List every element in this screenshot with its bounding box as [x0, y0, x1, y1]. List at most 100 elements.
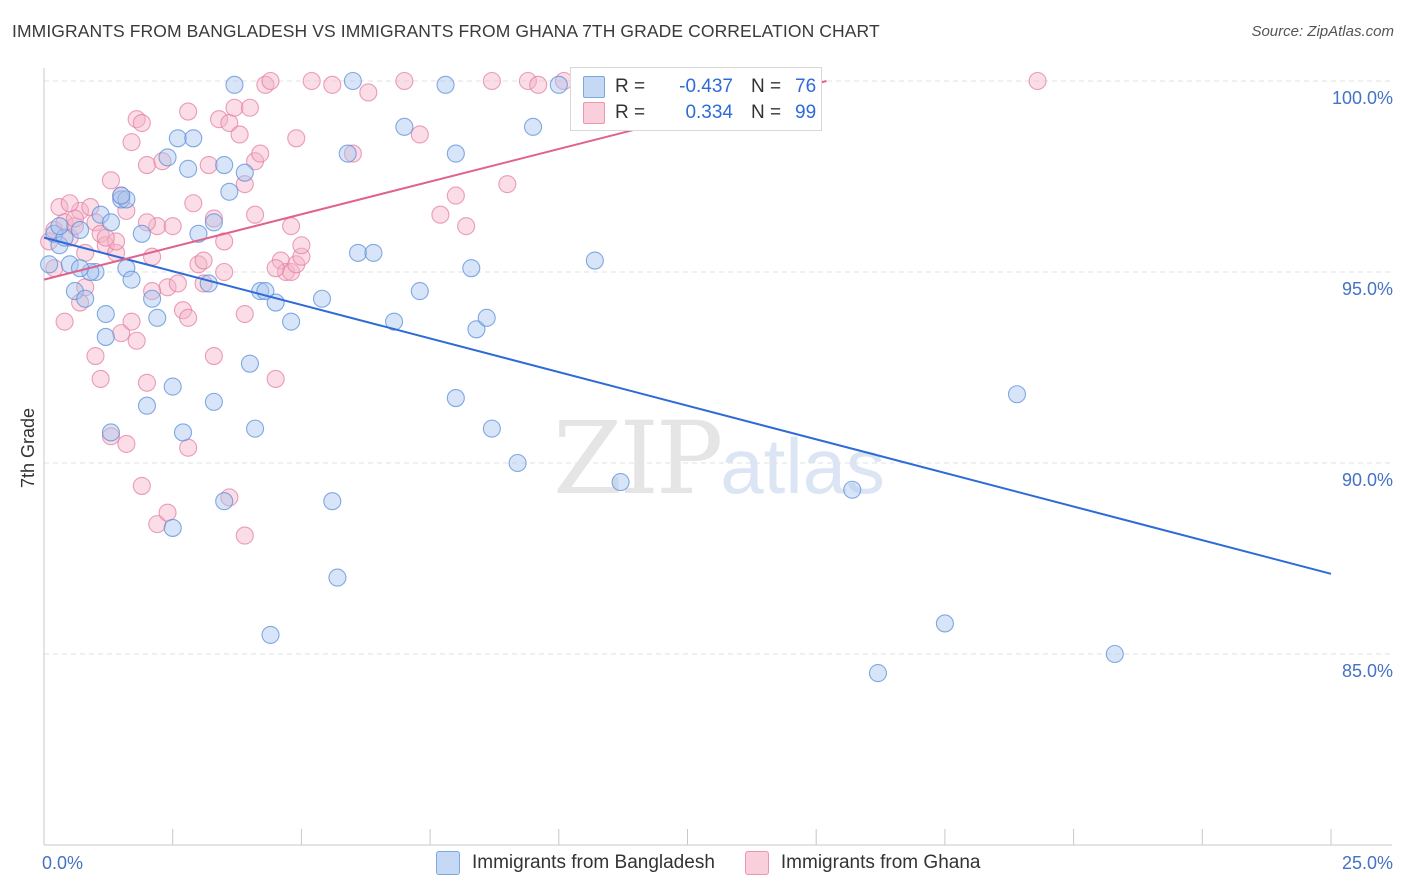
data-point-bangladesh — [199, 274, 218, 293]
data-point-ghana — [148, 217, 167, 236]
data-point-bangladesh — [585, 251, 604, 270]
data-point-ghana — [101, 427, 120, 446]
data-point-ghana — [184, 194, 203, 213]
y-tick-label: 95.0% — [1342, 279, 1393, 299]
data-point-ghana — [60, 194, 79, 213]
data-point-ghana — [457, 217, 476, 236]
data-point-bangladesh — [410, 282, 429, 301]
data-point-bangladesh — [225, 75, 244, 94]
data-point-bangladesh — [220, 182, 239, 201]
data-point-bangladesh — [132, 224, 151, 243]
data-point-ghana — [132, 113, 151, 133]
trend-line-bangladesh — [43, 236, 1332, 575]
legend-r-label: R = — [615, 76, 646, 97]
data-point-ghana — [117, 434, 136, 453]
watermark-zip: ZIP — [553, 400, 723, 517]
data-point-bangladesh — [40, 255, 59, 274]
data-point-bangladesh — [1105, 644, 1124, 664]
correlation-legend: R = -0.437 N = 76 R = 0.334 N = 99 — [570, 67, 822, 131]
legend-r-value: 0.334 — [685, 102, 733, 123]
legend-swatch-bangladesh — [583, 76, 605, 98]
data-point-ghana — [529, 75, 548, 94]
data-point-ghana — [395, 71, 414, 91]
data-point-bangladesh — [462, 259, 481, 278]
data-point-ghana — [287, 129, 306, 148]
data-point-ghana — [446, 186, 465, 205]
data-point-bangladesh — [482, 419, 501, 438]
data-point-bangladesh — [122, 270, 141, 289]
data-point-ghana — [143, 282, 162, 301]
data-point-bangladesh — [148, 308, 167, 327]
data-point-ghana — [55, 312, 74, 331]
chart-title: IMMIGRANTS FROM BANGLADESH VS IMMIGRANTS… — [12, 21, 880, 41]
data-point-bangladesh — [143, 289, 162, 308]
data-point-bangladesh — [323, 492, 342, 511]
data-point-bangladesh — [446, 389, 465, 408]
data-point-ghana — [230, 125, 249, 144]
data-point-bangladesh — [385, 312, 404, 331]
legend-label-ghana: Immigrants from Ghana — [780, 852, 981, 873]
data-point-bangladesh — [50, 217, 69, 236]
data-point-ghana — [91, 369, 110, 389]
data-point-bangladesh — [168, 129, 187, 148]
data-point-ghana — [292, 236, 311, 255]
data-point-ghana — [359, 83, 378, 102]
data-point-bangladesh — [70, 220, 90, 240]
legend-swatch-ghana — [744, 851, 769, 875]
data-point-ghana — [276, 262, 296, 282]
data-point-ghana — [431, 205, 450, 224]
data-point-bangladesh — [112, 186, 131, 205]
data-point-ghana — [302, 71, 321, 91]
data-point-ghana — [266, 369, 285, 389]
legend-swatch-bangladesh — [436, 851, 460, 875]
data-point-ghana — [60, 228, 79, 247]
data-point-bangladesh — [446, 144, 465, 163]
y-axis-title: 7th Grade — [18, 408, 38, 488]
x-tick-label: 25.0% — [1342, 853, 1393, 873]
data-point-ghana — [235, 526, 254, 545]
y-tick-label: 85.0% — [1342, 661, 1393, 681]
data-point-ghana — [101, 171, 120, 190]
data-point-bangladesh — [96, 304, 115, 324]
legend-r-label: R = — [615, 102, 646, 123]
data-point-ghana — [127, 331, 146, 350]
data-point-bangladesh — [328, 568, 347, 587]
data-point-bangladesh — [436, 75, 455, 94]
data-point-bangladesh — [137, 396, 157, 415]
data-point-bangladesh — [91, 205, 110, 224]
data-point-bangladesh — [312, 289, 332, 308]
data-point-ghana — [266, 259, 285, 278]
y-tick-label: 100.0% — [1332, 88, 1393, 108]
legend-swatch-ghana — [583, 102, 605, 124]
data-point-ghana — [518, 71, 537, 91]
data-point-ghana — [482, 71, 501, 91]
data-point-bangladesh — [843, 480, 862, 499]
data-point-ghana — [194, 251, 213, 270]
data-point-ghana — [225, 98, 244, 117]
data-point-bangladesh — [246, 419, 265, 438]
data-point-bangladesh — [158, 148, 177, 167]
data-point-ghana — [261, 71, 280, 91]
legend-row-ghana: R = 0.334 N = 99 — [583, 100, 816, 126]
data-point-bangladesh — [184, 129, 203, 148]
data-point-bangladesh — [477, 308, 496, 327]
watermark: ZIPatlas — [553, 400, 885, 517]
data-point-bangladesh — [179, 159, 198, 178]
legend-n-value: 99 — [795, 102, 817, 123]
legend-r-value: -0.437 — [679, 76, 733, 97]
data-point-bangladesh — [935, 614, 954, 633]
data-point-ghana — [137, 373, 157, 392]
data-point-bangladesh — [112, 190, 131, 209]
data-point-ghana — [122, 133, 141, 152]
data-point-bangladesh — [395, 117, 414, 136]
data-point-bangladesh — [467, 320, 486, 339]
data-point-ghana — [86, 346, 105, 366]
legend-item-ghana: Immigrants from Ghana — [744, 851, 981, 875]
data-point-bangladesh — [348, 243, 368, 262]
data-point-bangladesh — [204, 213, 223, 232]
axes — [43, 68, 1392, 846]
data-point-bangladesh — [611, 473, 630, 492]
data-point-ghana — [209, 110, 229, 129]
data-point-ghana — [163, 217, 182, 236]
data-point-bangladesh — [240, 354, 259, 373]
